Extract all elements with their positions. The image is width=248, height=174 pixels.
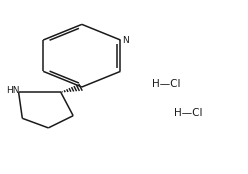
Text: H—Cl: H—Cl — [152, 78, 180, 89]
Text: H—Cl: H—Cl — [174, 108, 203, 118]
Text: HN: HN — [6, 86, 20, 95]
Text: N: N — [123, 35, 129, 45]
